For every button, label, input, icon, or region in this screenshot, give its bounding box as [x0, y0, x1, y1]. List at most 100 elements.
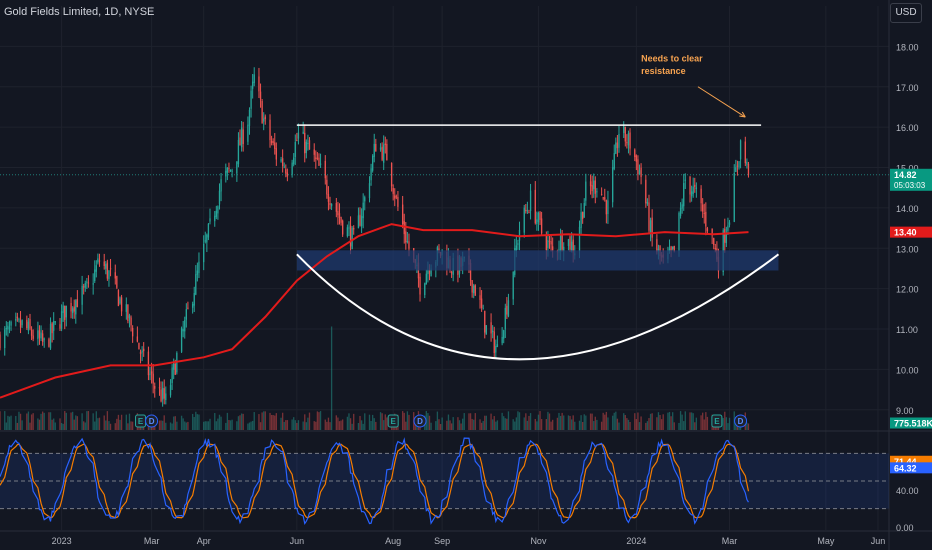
candle-body: [41, 333, 44, 342]
candle-body: [495, 346, 497, 353]
volume-bar: [315, 421, 317, 430]
candle-body: [326, 179, 328, 195]
volume-bar: [127, 423, 129, 430]
volume-bar: [545, 419, 548, 430]
volume-bar: [160, 420, 162, 430]
candle-body: [635, 155, 638, 162]
volume-bar: [526, 420, 529, 430]
volume-bar: [722, 418, 724, 430]
candle-body: [469, 262, 472, 281]
symbol-title: Gold Fields Limited, 1D, NYSE: [4, 6, 155, 18]
volume-bar: [648, 418, 650, 430]
volume-bar: [176, 421, 178, 430]
candle-body: [629, 132, 631, 149]
volume-bar: [324, 419, 326, 430]
candle-body: [672, 246, 674, 250]
candle-body: [218, 190, 221, 205]
volume-bar: [473, 419, 475, 430]
candle-body: [567, 239, 570, 247]
time-tick-label: May: [817, 536, 835, 546]
candle-body: [43, 338, 45, 340]
candle-body: [65, 305, 67, 318]
candle-body: [679, 207, 682, 216]
volume-bar: [280, 417, 282, 430]
candle-body: [313, 149, 315, 155]
earnings-marker: [387, 414, 399, 428]
volume-bar: [491, 419, 494, 430]
volume-bar: [173, 416, 175, 430]
volume-bar: [578, 420, 581, 430]
candle-body: [184, 320, 186, 332]
candle-body: [281, 158, 284, 167]
candle-body: [602, 197, 604, 199]
volume-bar: [131, 421, 134, 430]
stochastic-pane: 0.00 40.00: [0, 437, 919, 533]
currency-button[interactable]: USD: [890, 3, 922, 23]
candle-body: [247, 124, 249, 142]
volume-bar: [479, 419, 481, 430]
volume-bar: [348, 413, 350, 430]
candle-body: [638, 170, 641, 175]
candle-body: [507, 300, 510, 317]
volume-bar: [29, 422, 31, 430]
candle-body: [623, 125, 625, 133]
volume-bar: [308, 412, 311, 430]
candle-body: [359, 214, 361, 226]
volume-bar: [624, 415, 626, 430]
volume-bar: [702, 412, 704, 430]
volume-bar: [401, 411, 404, 430]
stoch-k-line: [0, 437, 749, 526]
volume-bar: [215, 421, 217, 430]
candle-body: [529, 190, 532, 212]
candle-body: [692, 186, 694, 194]
stoch-d-badge-bg: [890, 462, 932, 474]
volume-bar: [94, 421, 96, 430]
volume-bar: [627, 419, 630, 430]
volume-bar: [171, 423, 173, 430]
event-marker-label: E: [391, 417, 397, 426]
candle-body: [87, 282, 90, 284]
candle-body: [548, 241, 551, 243]
candle-body: [583, 203, 585, 218]
volume-bar: [428, 415, 431, 430]
candle-body: [196, 270, 199, 275]
candle-body: [127, 304, 129, 321]
candle-body: [174, 363, 176, 375]
volume-bar: [206, 421, 208, 430]
candle-body: [143, 348, 145, 352]
candle-body: [187, 307, 189, 309]
volume-bar: [471, 418, 473, 430]
volume-bar: [307, 417, 309, 430]
candle-body: [371, 155, 374, 171]
candle-body: [515, 245, 518, 251]
candle-body: [26, 319, 28, 328]
candle-body: [337, 210, 339, 216]
volume-bar: [10, 415, 12, 430]
volume-bar: [214, 413, 216, 430]
price-tick-label: 18.00: [896, 42, 919, 52]
volume-bar: [408, 414, 410, 430]
candle-body: [206, 234, 208, 243]
candle-body: [713, 238, 715, 245]
candle-body: [694, 184, 696, 187]
volume-bar: [318, 412, 320, 430]
volume-bar: [76, 416, 79, 430]
volume-bar: [373, 418, 375, 430]
candle-body: [109, 268, 112, 270]
candle-body: [270, 140, 273, 143]
volume-bar: [5, 422, 7, 430]
volume-bar: [21, 420, 23, 430]
candle-body: [15, 319, 17, 321]
volume-bar: [239, 415, 241, 430]
candle-body: [438, 248, 440, 251]
volume-bar: [668, 411, 671, 430]
volume-bar: [128, 413, 131, 430]
volume-bar: [193, 417, 195, 430]
candle-body: [335, 203, 337, 212]
volume-bar: [517, 411, 519, 430]
rounding-bottom-curve: [296, 253, 780, 361]
candle-body: [491, 330, 494, 333]
volume-bar: [95, 411, 97, 430]
volume-bar: [158, 420, 161, 430]
